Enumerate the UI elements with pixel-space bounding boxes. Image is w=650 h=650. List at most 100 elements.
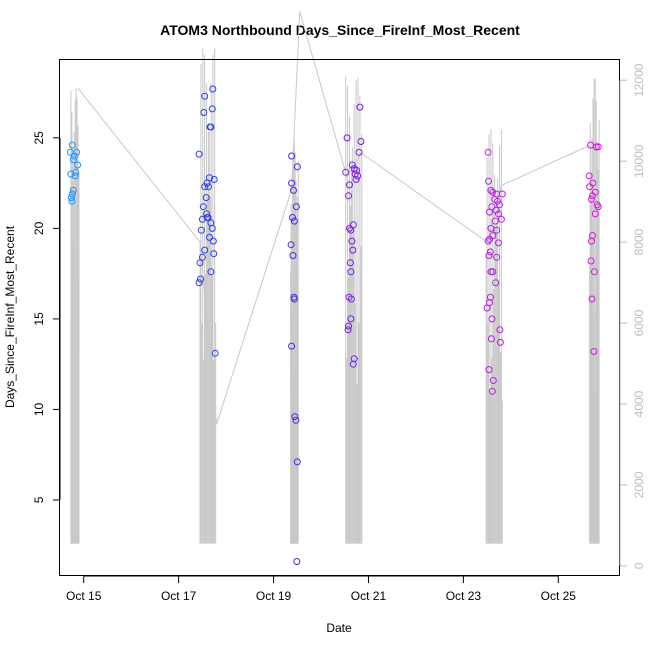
y-tick-label: 15	[32, 312, 46, 326]
data-point	[357, 138, 365, 145]
data-point	[486, 248, 494, 256]
data-point	[356, 103, 364, 111]
data-point	[68, 141, 76, 149]
y-axis-label: Days_Since_FireInf_Most_Recent	[3, 225, 17, 408]
data-point	[289, 252, 297, 259]
data-point	[590, 268, 598, 276]
data-point	[487, 335, 495, 343]
data-point	[355, 148, 363, 156]
data-point	[589, 192, 596, 200]
y2-tick-label: 10000	[632, 144, 646, 178]
data-point	[200, 109, 208, 116]
data-point	[585, 172, 593, 180]
x-axis-label: Date	[326, 621, 352, 635]
data-point	[588, 295, 596, 303]
data-point	[487, 186, 495, 194]
data-point	[288, 152, 296, 160]
data-point	[496, 201, 503, 209]
x-tick-label: Oct 21	[351, 589, 387, 603]
data-point	[346, 224, 353, 232]
data-point	[488, 315, 496, 323]
data-point	[594, 143, 602, 151]
data-point	[347, 268, 355, 276]
data-point	[491, 217, 499, 225]
data-point	[346, 259, 354, 267]
data-point	[290, 186, 297, 194]
y2-tick-label: 0	[632, 562, 646, 569]
data-point	[208, 224, 216, 232]
data-point	[68, 197, 76, 205]
data-point	[591, 210, 599, 218]
data-point	[349, 246, 357, 254]
y2-tick-label: 8000	[632, 228, 646, 255]
data-point	[344, 326, 352, 334]
y-tick-label: 25	[32, 131, 46, 145]
data-point	[485, 177, 492, 185]
data-point	[71, 172, 79, 180]
data-point	[489, 188, 497, 196]
data-point	[201, 183, 209, 191]
data-point	[495, 210, 502, 218]
y2-tick-label: 2000	[632, 471, 646, 498]
data-point	[210, 250, 218, 258]
data-point	[345, 322, 352, 330]
data-point	[588, 237, 595, 245]
x-tick-label: Oct 19	[256, 589, 292, 603]
data-point	[74, 161, 82, 169]
data-point	[489, 377, 497, 384]
data-point	[354, 172, 362, 180]
secondary-series	[70, 11, 600, 544]
data-point	[291, 413, 299, 421]
data-point	[485, 252, 493, 259]
data-point	[487, 268, 495, 276]
data-point	[199, 203, 207, 211]
data-point	[202, 194, 210, 202]
y-tick-label: 5	[32, 496, 46, 503]
data-point	[293, 458, 301, 466]
data-point	[211, 349, 219, 357]
data-point	[201, 92, 209, 100]
data-point	[206, 233, 213, 241]
data-point	[288, 342, 296, 350]
data-point	[493, 226, 501, 234]
data-point	[347, 315, 355, 323]
data-point	[69, 156, 77, 164]
data-points	[66, 85, 602, 565]
data-point	[203, 210, 211, 218]
data-point	[587, 257, 595, 265]
data-point	[288, 179, 296, 187]
data-point	[207, 123, 215, 131]
y-tick-label: 20	[32, 221, 46, 235]
data-point	[486, 208, 493, 216]
data-point	[289, 214, 296, 221]
data-point	[205, 183, 212, 191]
data-point	[290, 217, 298, 225]
data-point	[496, 326, 504, 334]
data-point	[209, 237, 217, 245]
data-point	[342, 168, 350, 176]
data-point	[195, 279, 203, 287]
data-point	[488, 387, 496, 395]
x-axis: Oct 15 Oct 17 Oct 19 Oct 21 Oct 23 Oct 25	[66, 575, 577, 603]
data-point	[592, 143, 600, 151]
secondary-connector-line	[77, 11, 591, 425]
y-axis-right: 0 2000 4000 6000 8000 10000 12000	[619, 63, 646, 569]
data-point	[495, 239, 502, 247]
y2-tick-label: 12000	[632, 63, 646, 97]
data-point	[208, 105, 216, 113]
data-point	[349, 360, 357, 368]
chart-title: ATOM3 Northbound Days_Since_FireInf_Most…	[160, 22, 520, 38]
data-point	[209, 85, 217, 93]
y2-tick-label: 6000	[632, 309, 646, 336]
data-point	[492, 279, 500, 287]
data-point	[497, 215, 505, 223]
data-point	[484, 148, 492, 156]
y-tick-label: 10	[32, 402, 46, 416]
data-point	[287, 241, 295, 249]
x-tick-label: Oct 25	[541, 589, 577, 603]
data-point	[196, 259, 204, 267]
data-point	[347, 295, 355, 303]
data-point	[590, 348, 598, 355]
